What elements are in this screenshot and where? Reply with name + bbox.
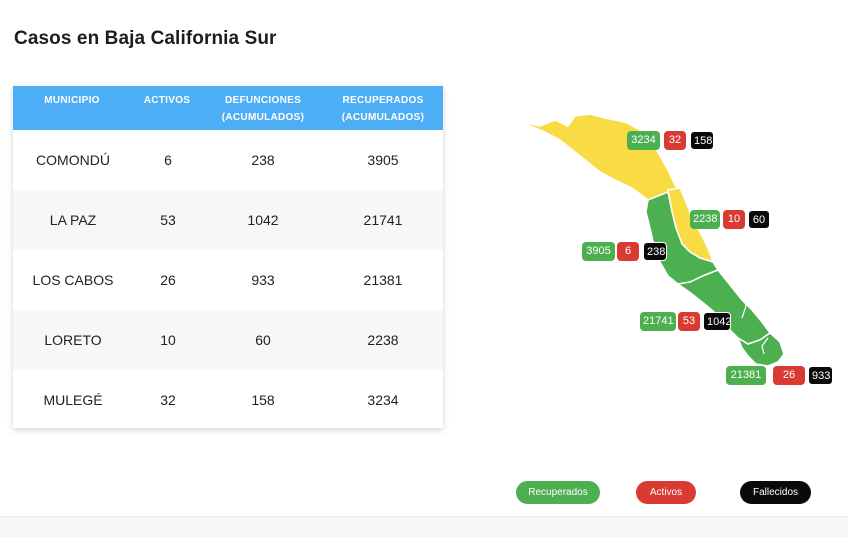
comondu-recuperados-badge: 3905 — [582, 242, 615, 261]
cell-activos: 53 — [160, 212, 176, 228]
header-defunciones-line2: (ACUMULADOS) — [221, 112, 305, 123]
header-recuperados-line1: RECUPERADOS — [342, 95, 424, 106]
cell-municipio: LORETO — [44, 332, 102, 348]
cell-activos: 32 — [160, 392, 176, 408]
table-row: LA PAZ 53 1042 21741 — [13, 190, 443, 250]
mulege-fallecidos-badge: 158 — [690, 131, 714, 150]
table-row: MULEGÉ 32 158 3234 — [13, 370, 443, 430]
cell-municipio: LOS CABOS — [32, 272, 114, 288]
cell-recuperados: 3234 — [367, 392, 399, 408]
los-cabos-activos-badge: 26 — [773, 366, 805, 385]
cell-recuperados: 3905 — [367, 152, 399, 168]
loreto-recuperados-badge: 2238 — [690, 210, 720, 229]
cell-municipio: COMONDÚ — [36, 152, 110, 168]
cell-defunciones: 60 — [255, 332, 271, 348]
cell-defunciones: 933 — [251, 272, 275, 288]
table-header: MUNICIPIO ACTIVOS DEFUNCIONES (ACUMULADO… — [13, 86, 443, 130]
header-recuperados-line2: (ACUMULADOS) — [341, 112, 425, 123]
table-row: LOS CABOS 26 933 21381 — [13, 250, 443, 310]
page-footer-strip — [0, 516, 848, 537]
legend-activos: Activos — [636, 481, 696, 504]
cell-activos: 6 — [164, 152, 172, 168]
los-cabos-fallecidos-badge: 933 — [808, 366, 833, 385]
header-defunciones-line1: DEFUNCIONES — [224, 95, 302, 106]
cell-activos: 10 — [160, 332, 176, 348]
la-paz-recuperados-badge: 21741 — [640, 312, 676, 331]
table-row: LORETO 10 60 2238 — [13, 310, 443, 370]
comondu-fallecidos-badge: 238 — [643, 242, 667, 261]
loreto-fallecidos-badge: 60 — [748, 210, 770, 229]
cell-recuperados: 21381 — [363, 272, 403, 288]
header-municipio: MUNICIPIO — [44, 95, 100, 106]
cell-defunciones: 1042 — [247, 212, 279, 228]
mulege-activos-badge: 32 — [664, 131, 686, 150]
map-region-los-cabos[interactable] — [736, 332, 785, 367]
comondu-activos-badge: 6 — [617, 242, 639, 261]
header-recuperados: RECUPERADOS (ACUMULADOS) — [323, 92, 443, 126]
la-paz-fallecidos-badge: 1042 — [703, 312, 731, 331]
loreto-activos-badge: 10 — [723, 210, 745, 229]
table-row: COMONDÚ 6 238 3905 — [13, 130, 443, 190]
mulege-recuperados-badge: 3234 — [627, 131, 660, 150]
cell-recuperados: 2238 — [367, 332, 399, 348]
header-defunciones: DEFUNCIONES (ACUMULADOS) — [203, 92, 323, 126]
legend-recuperados: Recuperados — [516, 481, 600, 504]
cell-recuperados: 21741 — [363, 212, 403, 228]
la-paz-activos-badge: 53 — [678, 312, 700, 331]
map-region-la-paz[interactable] — [676, 269, 772, 345]
los-cabos-recuperados-badge: 21381 — [726, 366, 766, 385]
map-region-mulege[interactable] — [519, 113, 682, 201]
legend-fallecidos: Fallecidos — [740, 481, 811, 504]
cell-municipio: LA PAZ — [49, 212, 97, 228]
page-title: Casos en Baja California Sur — [14, 28, 277, 49]
cases-table: MUNICIPIO ACTIVOS DEFUNCIONES (ACUMULADO… — [13, 86, 443, 428]
cell-activos: 26 — [160, 272, 176, 288]
cell-municipio: MULEGÉ — [43, 392, 103, 408]
cell-defunciones: 238 — [251, 152, 275, 168]
cell-defunciones: 158 — [251, 392, 275, 408]
header-activos: ACTIVOS — [143, 95, 191, 106]
